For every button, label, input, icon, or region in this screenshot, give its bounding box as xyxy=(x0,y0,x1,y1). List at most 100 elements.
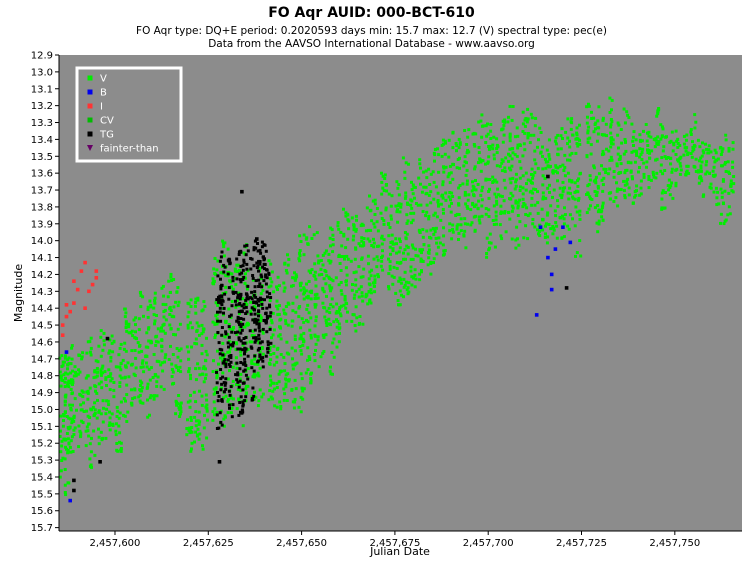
data-point xyxy=(277,372,281,376)
data-point xyxy=(678,161,682,165)
data-point xyxy=(117,416,121,420)
data-point xyxy=(89,353,93,357)
data-point xyxy=(602,167,606,171)
data-point xyxy=(696,138,700,142)
data-point xyxy=(59,414,63,418)
data-point xyxy=(97,410,101,414)
data-point xyxy=(444,165,448,169)
data-point xyxy=(226,333,230,337)
data-point xyxy=(655,171,659,175)
data-point xyxy=(495,137,499,141)
data-point xyxy=(433,153,437,157)
data-point xyxy=(314,319,318,323)
data-point xyxy=(678,144,682,147)
data-point xyxy=(624,140,627,144)
data-point xyxy=(237,397,241,401)
data-point xyxy=(321,301,325,305)
data-point xyxy=(163,356,167,360)
data-point xyxy=(493,192,497,196)
data-point xyxy=(549,272,554,277)
data-point xyxy=(526,134,530,138)
data-point xyxy=(538,225,543,229)
data-point xyxy=(592,164,596,168)
data-point xyxy=(434,226,438,230)
data-point xyxy=(327,317,331,321)
data-point xyxy=(619,128,623,131)
data-point xyxy=(134,323,137,327)
data-point xyxy=(328,369,332,373)
data-point xyxy=(516,146,520,150)
data-point xyxy=(546,174,550,179)
data-point xyxy=(63,491,67,494)
data-point xyxy=(309,336,313,340)
data-point xyxy=(227,354,231,358)
data-point xyxy=(465,168,469,172)
data-point xyxy=(67,427,71,431)
data-point xyxy=(724,161,727,164)
data-point xyxy=(216,331,220,334)
data-point xyxy=(561,225,565,229)
data-point xyxy=(487,155,491,159)
data-point xyxy=(336,221,340,225)
data-point xyxy=(537,232,540,236)
data-point xyxy=(261,331,265,335)
x-tick-label: 2,457,650 xyxy=(276,538,327,549)
data-point xyxy=(83,260,87,265)
data-point xyxy=(243,368,247,372)
data-point xyxy=(675,139,679,143)
data-point xyxy=(242,362,246,366)
data-point xyxy=(118,346,122,350)
data-point xyxy=(258,266,262,270)
data-point xyxy=(125,420,129,423)
data-point xyxy=(390,194,394,198)
data-point xyxy=(592,179,596,183)
data-point xyxy=(655,157,659,161)
data-point xyxy=(601,118,605,122)
data-point xyxy=(213,413,216,417)
data-point xyxy=(541,145,544,149)
data-point xyxy=(218,294,222,298)
data-point xyxy=(79,269,84,273)
data-point xyxy=(332,337,336,341)
data-point xyxy=(257,322,261,326)
data-point xyxy=(546,186,550,190)
data-point xyxy=(471,132,475,136)
data-point xyxy=(229,345,233,349)
data-point xyxy=(154,335,158,339)
data-point xyxy=(107,351,111,355)
data-point xyxy=(264,282,268,286)
data-point xyxy=(264,273,268,277)
data-point xyxy=(268,305,272,309)
data-point xyxy=(629,161,633,165)
data-point xyxy=(528,212,532,216)
data-point xyxy=(406,252,410,256)
data-point xyxy=(335,318,338,322)
data-point xyxy=(257,260,260,264)
data-point xyxy=(343,257,346,261)
data-point xyxy=(495,199,499,203)
data-point xyxy=(124,326,128,329)
data-point xyxy=(713,160,717,164)
data-point xyxy=(258,248,262,252)
data-point xyxy=(443,139,447,143)
data-point xyxy=(705,160,709,164)
data-point xyxy=(81,390,85,394)
data-point xyxy=(699,166,703,170)
data-point xyxy=(61,456,65,460)
data-point xyxy=(257,278,261,282)
data-point xyxy=(149,305,153,309)
data-point xyxy=(633,160,637,164)
data-point xyxy=(448,181,452,185)
data-point xyxy=(732,182,736,186)
data-point xyxy=(306,358,309,362)
data-point xyxy=(365,206,369,210)
data-point xyxy=(484,178,488,182)
data-point xyxy=(448,164,452,168)
data-point xyxy=(228,393,232,397)
data-point xyxy=(586,140,590,144)
data-point xyxy=(576,184,580,188)
data-point xyxy=(115,415,119,418)
data-point xyxy=(375,255,379,259)
data-point xyxy=(271,397,275,401)
data-point xyxy=(545,148,549,152)
